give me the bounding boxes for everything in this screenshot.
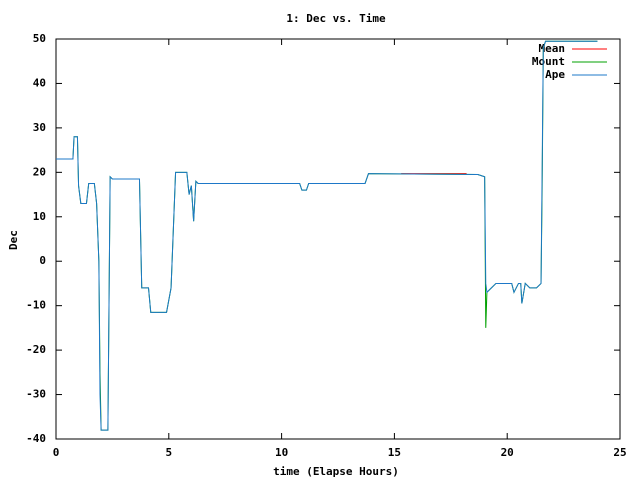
y-tick-label: 0 (39, 254, 46, 267)
x-tick-label: 15 (388, 446, 401, 459)
y-axis-label: Dec (7, 230, 20, 250)
legend-label: Mean (539, 42, 566, 55)
x-tick-label: 20 (501, 446, 514, 459)
chart-title: 1: Dec vs. Time (286, 12, 386, 25)
y-tick-label: 50 (33, 32, 46, 45)
y-tick-label: -40 (26, 432, 46, 445)
y-tick-label: -30 (26, 388, 46, 401)
y-tick-label: -20 (26, 343, 46, 356)
x-tick-label: 25 (613, 446, 626, 459)
series-line (56, 40, 598, 431)
x-tick-label: 10 (275, 446, 288, 459)
legend-label: Ape (545, 68, 565, 81)
x-axis-label: time (Elapse Hours) (273, 465, 399, 478)
y-tick-label: 40 (33, 76, 46, 89)
legend-label: Mount (532, 55, 565, 68)
y-tick-label: 10 (33, 210, 46, 223)
x-tick-label: 0 (53, 446, 60, 459)
series-line (56, 40, 598, 431)
y-tick-label: -10 (26, 299, 46, 312)
plot-frame (55, 38, 621, 440)
y-tick-label: 20 (33, 165, 46, 178)
y-tick-label: 30 (33, 121, 46, 134)
x-tick-label: 5 (165, 446, 172, 459)
